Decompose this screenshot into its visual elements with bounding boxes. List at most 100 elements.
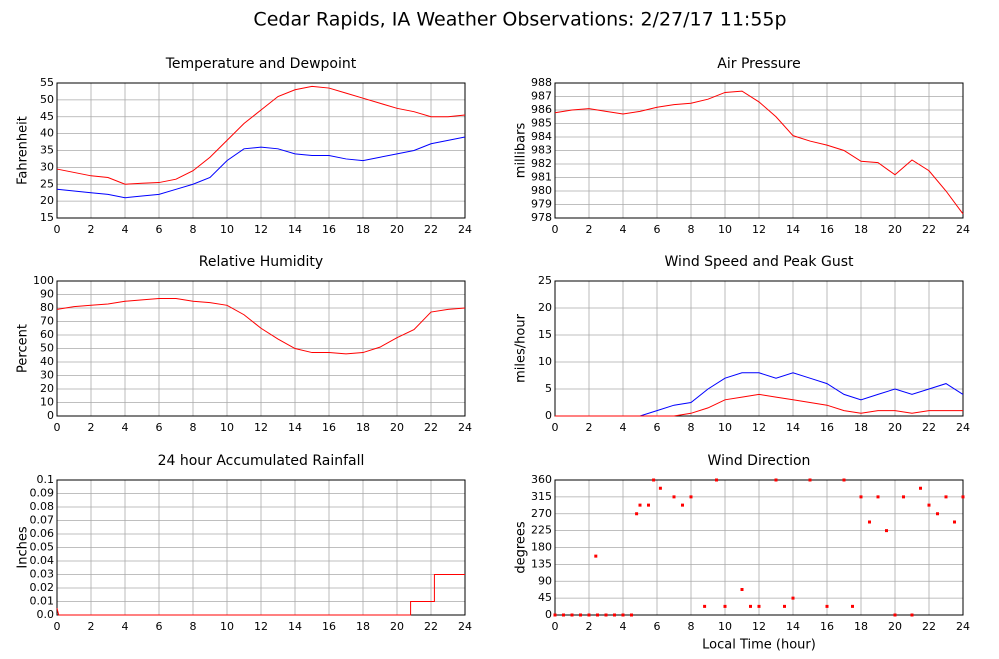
y-tick-label: 0.06: [30, 527, 55, 540]
data-point: [757, 604, 761, 608]
x-tick-label: 4: [122, 223, 129, 236]
data-point: [893, 613, 897, 617]
y-tick-label: 90: [40, 288, 54, 301]
x-tick-label: 24: [458, 223, 472, 236]
data-point: [604, 613, 608, 617]
x-tick-label: 18: [356, 421, 370, 434]
x-tick-label: 8: [688, 421, 695, 434]
y-tick-label: 20: [538, 301, 552, 314]
x-tick-label: 6: [156, 223, 163, 236]
data-point: [944, 495, 948, 499]
y-tick-label: 10: [538, 355, 552, 368]
x-tick-label: 22: [922, 620, 936, 633]
data-point: [703, 604, 707, 608]
x-tick-label: 14: [786, 421, 800, 434]
x-tick-label: 18: [854, 223, 868, 236]
data-point: [936, 512, 939, 516]
x-tick-label: 6: [156, 620, 163, 633]
panel-title: Wind Direction: [708, 453, 811, 469]
y-tick-label: 0.0: [37, 608, 55, 621]
plot-frame: [554, 82, 964, 219]
data-point: [868, 520, 871, 524]
x-tick-label: 10: [718, 223, 732, 236]
y-tick-label: 70: [40, 315, 54, 328]
y-tick-label: 0.08: [30, 500, 55, 513]
data-point: [740, 588, 744, 591]
y-tick-label: 10: [40, 396, 54, 409]
data-point: [774, 478, 778, 482]
data-point: [749, 604, 752, 608]
y-tick-label: 0.04: [30, 554, 55, 567]
x-tick-label: 12: [254, 421, 268, 434]
x-tick-label: 8: [190, 620, 197, 633]
y-tick-label: 40: [40, 355, 54, 368]
plot-frame: [554, 280, 964, 417]
data-point: [808, 478, 812, 482]
y-axis-label: Fahrenheit: [16, 116, 31, 185]
x-tick-label: 16: [322, 223, 336, 236]
y-tick-label: 80: [40, 301, 54, 314]
y-tick-label: 0: [545, 409, 552, 422]
y-tick-label: 981: [531, 171, 552, 184]
x-tick-label: 16: [322, 421, 336, 434]
x-tick-label: 4: [122, 620, 129, 633]
y-tick-label: 0.09: [30, 487, 55, 500]
panel-title: 24 hour Accumulated Rainfall: [158, 453, 365, 469]
y-axis-label: miles/hour: [514, 313, 529, 382]
data-point: [647, 503, 650, 507]
data-point: [658, 486, 662, 490]
panel-title: Temperature and Dewpoint: [165, 56, 357, 72]
x-tick-label: 14: [288, 223, 302, 236]
y-tick-label: 40: [40, 127, 54, 140]
x-tick-label: 2: [586, 620, 593, 633]
y-tick-label: 983: [531, 144, 552, 157]
data-point: [859, 495, 863, 499]
x-tick-label: 20: [888, 421, 902, 434]
x-tick-label: 22: [424, 421, 438, 434]
x-tick-label: 16: [820, 223, 834, 236]
plot-frame: [56, 280, 466, 417]
y-tick-label: 30: [40, 160, 54, 173]
x-tick-label: 0: [552, 421, 559, 434]
x-tick-label: 6: [654, 421, 661, 434]
x-tick-label: 18: [854, 620, 868, 633]
x-tick-label: 22: [424, 223, 438, 236]
data-point: [842, 478, 846, 482]
x-tick-label: 20: [888, 223, 902, 236]
x-tick-label: 2: [586, 421, 593, 434]
data-point: [594, 554, 598, 558]
data-point: [902, 495, 905, 499]
data-point: [579, 613, 582, 617]
data-point: [638, 503, 642, 507]
y-tick-label: 15: [538, 328, 552, 341]
x-tick-label: 22: [424, 620, 438, 633]
x-tick-label: 20: [390, 620, 404, 633]
x-tick-label: 10: [220, 620, 234, 633]
y-tick-label: 988: [531, 76, 552, 89]
y-tick-label: 980: [531, 184, 552, 197]
x-tick-label: 22: [922, 223, 936, 236]
y-tick-label: 979: [531, 198, 552, 211]
y-tick-label: 0: [47, 409, 54, 422]
data-point: [885, 529, 888, 533]
data-point: [587, 613, 591, 617]
y-tick-label: 50: [40, 342, 54, 355]
data-line: [554, 90, 964, 215]
data-point: [723, 604, 727, 608]
x-tick-label: 22: [922, 421, 936, 434]
y-tick-label: 0: [545, 608, 552, 621]
y-tick-label: 180: [531, 541, 552, 554]
x-tick-label: 24: [956, 223, 970, 236]
data-point: [953, 520, 956, 524]
y-axis-label: millibars: [514, 123, 529, 179]
y-tick-label: 315: [531, 490, 552, 503]
x-tick-label: 20: [390, 223, 404, 236]
x-tick-label: 4: [620, 223, 627, 236]
y-axis-label: Inches: [16, 526, 31, 568]
y-tick-label: 20: [40, 382, 54, 395]
y-tick-label: 982: [531, 157, 552, 170]
panel-title: Wind Speed and Peak Gust: [665, 254, 854, 270]
y-tick-label: 135: [531, 557, 552, 570]
data-point: [689, 495, 693, 499]
